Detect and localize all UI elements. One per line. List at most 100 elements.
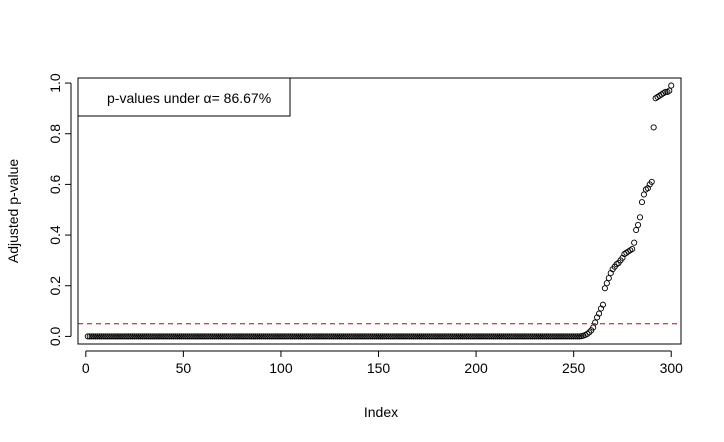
data-point — [92, 333, 99, 340]
data-point — [115, 333, 123, 340]
data-point — [492, 333, 499, 340]
data-point — [562, 333, 569, 340]
data-point — [168, 333, 175, 340]
data-point — [662, 88, 669, 95]
data-point — [217, 333, 224, 340]
data-point — [178, 333, 185, 340]
data-point — [94, 333, 101, 340]
data-point — [270, 333, 277, 340]
data-point — [556, 333, 564, 340]
data-point — [231, 333, 238, 340]
data-point — [147, 333, 154, 340]
data-point — [324, 333, 331, 340]
data-point — [182, 333, 189, 340]
data-point — [398, 333, 405, 340]
data-point — [285, 333, 292, 340]
data-point — [521, 333, 528, 340]
data-point — [465, 333, 472, 340]
data-point — [564, 333, 571, 340]
data-point — [629, 245, 636, 253]
data-point — [363, 333, 370, 340]
data-point — [272, 333, 279, 340]
data-point — [227, 333, 234, 340]
data-point — [572, 333, 579, 340]
data-point — [229, 333, 236, 340]
data-point — [539, 333, 546, 340]
data-point — [359, 333, 366, 340]
data-point — [314, 333, 322, 340]
data-point — [242, 333, 249, 340]
data-point — [387, 333, 394, 340]
data-point — [318, 333, 325, 340]
data-point — [560, 333, 567, 340]
data-point — [160, 333, 167, 340]
data-point — [474, 333, 482, 340]
data-point — [110, 333, 117, 340]
y-tick-label: 0.0 — [47, 326, 63, 346]
data-point — [361, 333, 368, 340]
data-point — [408, 333, 415, 340]
data-point — [287, 333, 294, 340]
data-point — [223, 333, 230, 340]
data-point — [184, 333, 191, 340]
data-point — [367, 333, 374, 340]
data-point — [533, 333, 540, 340]
data-point — [328, 333, 335, 340]
data-point — [393, 333, 400, 340]
data-point — [451, 333, 458, 340]
data-point — [488, 333, 495, 340]
data-point — [100, 333, 107, 340]
data-point — [305, 333, 312, 340]
data-point — [338, 333, 345, 340]
data-point — [441, 333, 448, 340]
data-point — [416, 333, 423, 340]
legend-box: p-values under α= 86.67% — [77, 77, 291, 117]
data-points — [84, 82, 675, 340]
data-point — [131, 333, 138, 340]
data-point — [151, 333, 158, 340]
data-point — [172, 333, 179, 340]
data-point — [354, 333, 361, 340]
data-point — [420, 333, 427, 340]
data-point — [531, 333, 538, 340]
data-point — [553, 333, 560, 340]
data-point — [313, 333, 320, 340]
data-point — [383, 333, 390, 340]
data-point — [215, 333, 222, 340]
data-point — [484, 333, 491, 340]
data-point — [258, 333, 265, 340]
data-point — [523, 333, 530, 340]
data-point — [141, 333, 148, 340]
x-tick-label: 250 — [562, 360, 586, 376]
data-point — [636, 214, 644, 221]
data-point — [514, 333, 521, 340]
data-point — [517, 333, 525, 340]
data-point — [236, 333, 244, 340]
data-point — [352, 333, 359, 340]
data-point — [541, 333, 548, 340]
data-point — [209, 333, 216, 340]
data-point — [149, 333, 156, 340]
data-point — [463, 333, 470, 340]
data-point — [510, 333, 517, 340]
data-point — [422, 333, 429, 340]
data-point — [316, 333, 324, 340]
data-point — [525, 333, 532, 340]
legend-frame — [77, 77, 291, 117]
data-point — [137, 333, 144, 340]
data-point — [551, 333, 558, 340]
data-point — [250, 333, 257, 340]
data-point — [459, 333, 466, 340]
data-point — [162, 333, 169, 340]
data-point — [555, 333, 562, 340]
y-tick-label: 0.4 — [47, 225, 63, 245]
x-tick-label: 150 — [367, 360, 391, 376]
data-point — [365, 333, 372, 340]
data-point — [240, 333, 247, 340]
data-point — [164, 333, 171, 340]
data-point — [262, 333, 269, 340]
data-point — [508, 333, 515, 340]
data-point — [635, 221, 642, 228]
data-point — [373, 333, 380, 340]
data-point — [301, 333, 308, 340]
